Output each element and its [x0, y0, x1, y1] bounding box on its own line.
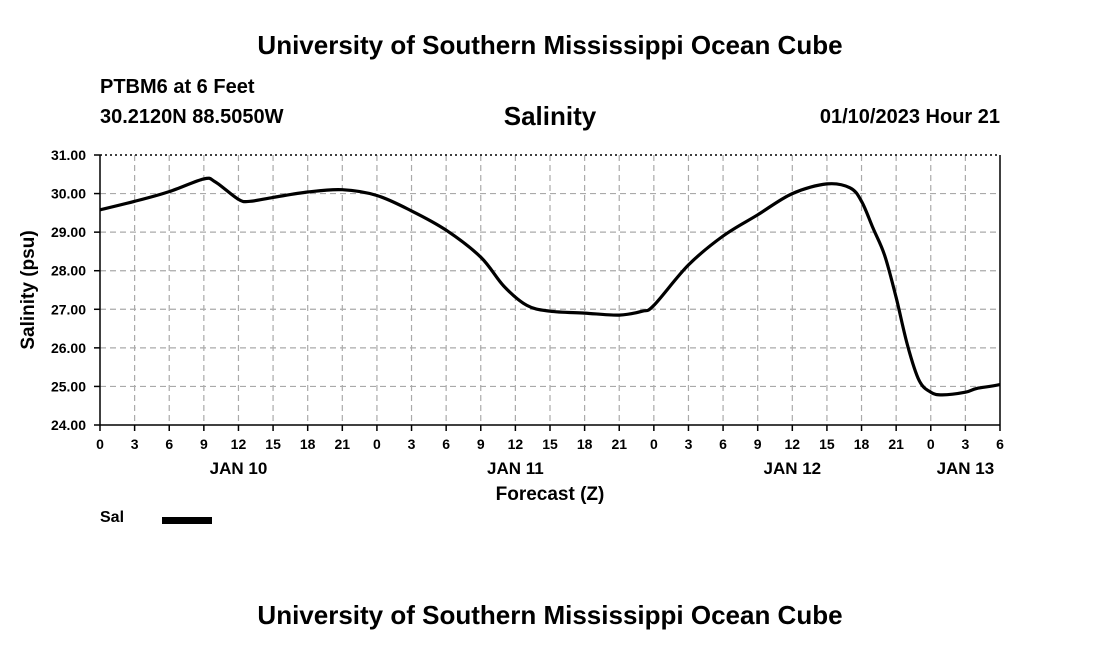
- grid-lines: [100, 155, 1000, 425]
- x-tick-label: 9: [754, 436, 762, 452]
- footer-title: University of Southern Mississippi Ocean…: [257, 600, 843, 630]
- x-tick-label: 3: [961, 436, 969, 452]
- x-tick-label: 9: [200, 436, 208, 452]
- legend-label: Sal: [100, 509, 125, 526]
- x-axis-label: Forecast (Z): [496, 484, 605, 505]
- x-tick-label: 3: [131, 436, 139, 452]
- y-tick-label: 30.00: [51, 186, 86, 202]
- y-tick-label: 25.00: [51, 378, 86, 394]
- x-tick-label: 0: [373, 436, 381, 452]
- day-labels: JAN 10 JAN 11 JAN 12 JAN 13: [210, 459, 995, 478]
- x-tick-label: 12: [785, 436, 801, 452]
- x-tick-label: 18: [300, 436, 316, 452]
- legend-line-swatch: [162, 517, 212, 524]
- day-label: JAN 13: [937, 459, 995, 478]
- day-label: JAN 12: [763, 459, 821, 478]
- y-tick-label: 24.00: [51, 417, 86, 433]
- x-tick-label: 12: [508, 436, 524, 452]
- plot-frame: [94, 154, 1001, 431]
- x-tick-label: 15: [542, 436, 558, 452]
- day-label: JAN 10: [210, 459, 268, 478]
- x-tick-label: 0: [927, 436, 935, 452]
- x-tick-label: 6: [996, 436, 1004, 452]
- x-tick-label: 21: [335, 436, 351, 452]
- y-tick-label: 29.00: [51, 224, 86, 240]
- series-line-sal: [100, 176, 1000, 397]
- y-tick-labels: 24.00 25.00 26.00 27.00 28.00 29.00 30.00 31.00: [51, 147, 86, 433]
- x-tick-label: 21: [888, 436, 904, 452]
- y-tick-label: 28.00: [51, 263, 86, 279]
- day-label: JAN 11: [487, 459, 544, 478]
- x-tick-label: 0: [96, 436, 104, 452]
- x-tick-label: 18: [854, 436, 870, 452]
- x-tick-label: 6: [719, 436, 727, 452]
- x-tick-label: 9: [477, 436, 485, 452]
- x-tick-label: 18: [577, 436, 593, 452]
- x-tick-label: 6: [442, 436, 450, 452]
- x-tick-labels: 0 3 6 9 12 15 18 21 0 3 6 9 12 15 18 21 0 3 6 9 12 15 18 21 0 3 6: [96, 436, 1004, 452]
- y-tick-label: 27.00: [51, 301, 86, 317]
- station-coordinates: 30.2120N 88.5050W: [100, 106, 284, 128]
- x-tick-label: 15: [265, 436, 281, 452]
- x-tick-label: 15: [819, 436, 835, 452]
- run-time: 01/10/2023 Hour 21: [819, 106, 1000, 128]
- x-tick-label: 0: [650, 436, 658, 452]
- x-tick-label: 6: [165, 436, 173, 452]
- x-tick-label: 3: [408, 436, 416, 452]
- station-name: PTBM6 at 6 Feet: [100, 76, 255, 98]
- org-title: University of Southern Mississippi Ocean…: [257, 30, 843, 60]
- x-tick-label: 21: [611, 436, 627, 452]
- y-tick-label: 26.00: [51, 340, 86, 356]
- x-tick-label: 3: [685, 436, 693, 452]
- x-tick-label: 12: [231, 436, 247, 452]
- series-layer: [100, 176, 1000, 397]
- y-tick-label: 31.00: [51, 147, 86, 163]
- chart-title: Salinity: [503, 101, 597, 131]
- y-axis-label: Salinity (psu): [18, 230, 39, 349]
